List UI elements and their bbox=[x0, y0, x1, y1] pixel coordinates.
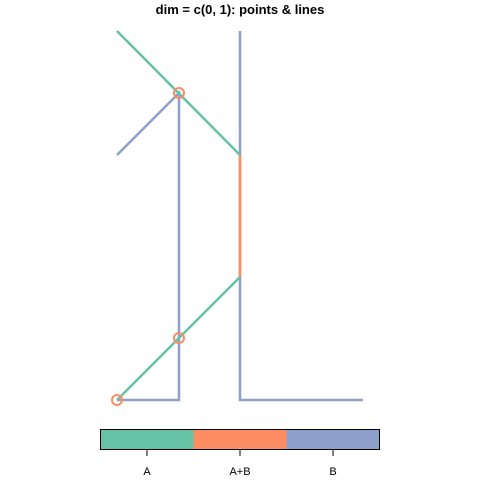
line-b-left bbox=[116, 89, 181, 402]
legend-label-a: A bbox=[143, 466, 151, 478]
point-intersection-top bbox=[173, 87, 185, 99]
legend-label-b: B bbox=[329, 466, 336, 478]
figure-title: dim = c(0, 1): points & lines bbox=[156, 2, 325, 17]
line-a-lower bbox=[116, 276, 241, 401]
legend-frame bbox=[100, 429, 380, 450]
plot-area bbox=[111, 30, 363, 406]
point-intersection-middle bbox=[173, 332, 185, 344]
legend-swatch-b bbox=[286, 429, 380, 450]
legend: A A+B B bbox=[100, 429, 380, 478]
legend-swatch-ab bbox=[193, 429, 287, 450]
point-intersection-bottom bbox=[111, 394, 123, 406]
legend-label-ab: A+B bbox=[229, 466, 250, 478]
legend-swatch-a bbox=[100, 429, 194, 450]
line-a-upper bbox=[116, 30, 241, 156]
line-b-vertical bbox=[238, 31, 363, 402]
